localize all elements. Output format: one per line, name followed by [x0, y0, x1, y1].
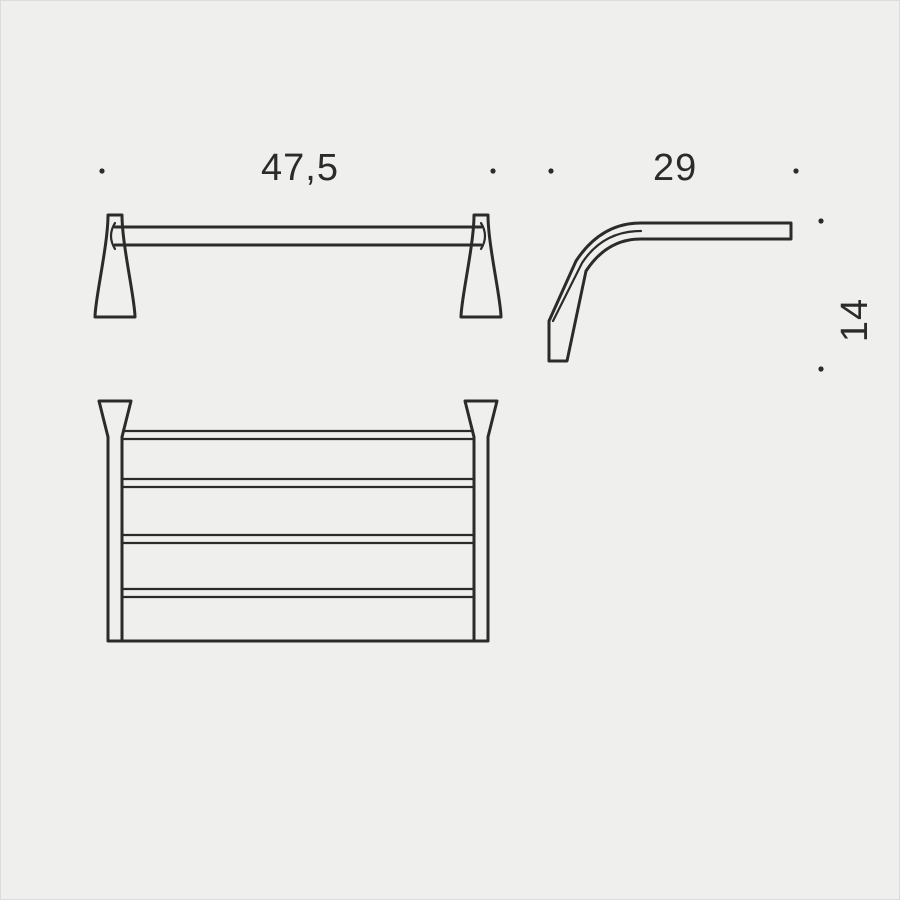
dimension-width-label: 47,5	[261, 149, 339, 187]
technical-drawing: 47,5 29 14	[0, 0, 900, 900]
dimension-depth-label: 29	[653, 149, 697, 187]
drawing-svg	[1, 1, 900, 900]
dimension-height-label: 14	[836, 298, 874, 342]
